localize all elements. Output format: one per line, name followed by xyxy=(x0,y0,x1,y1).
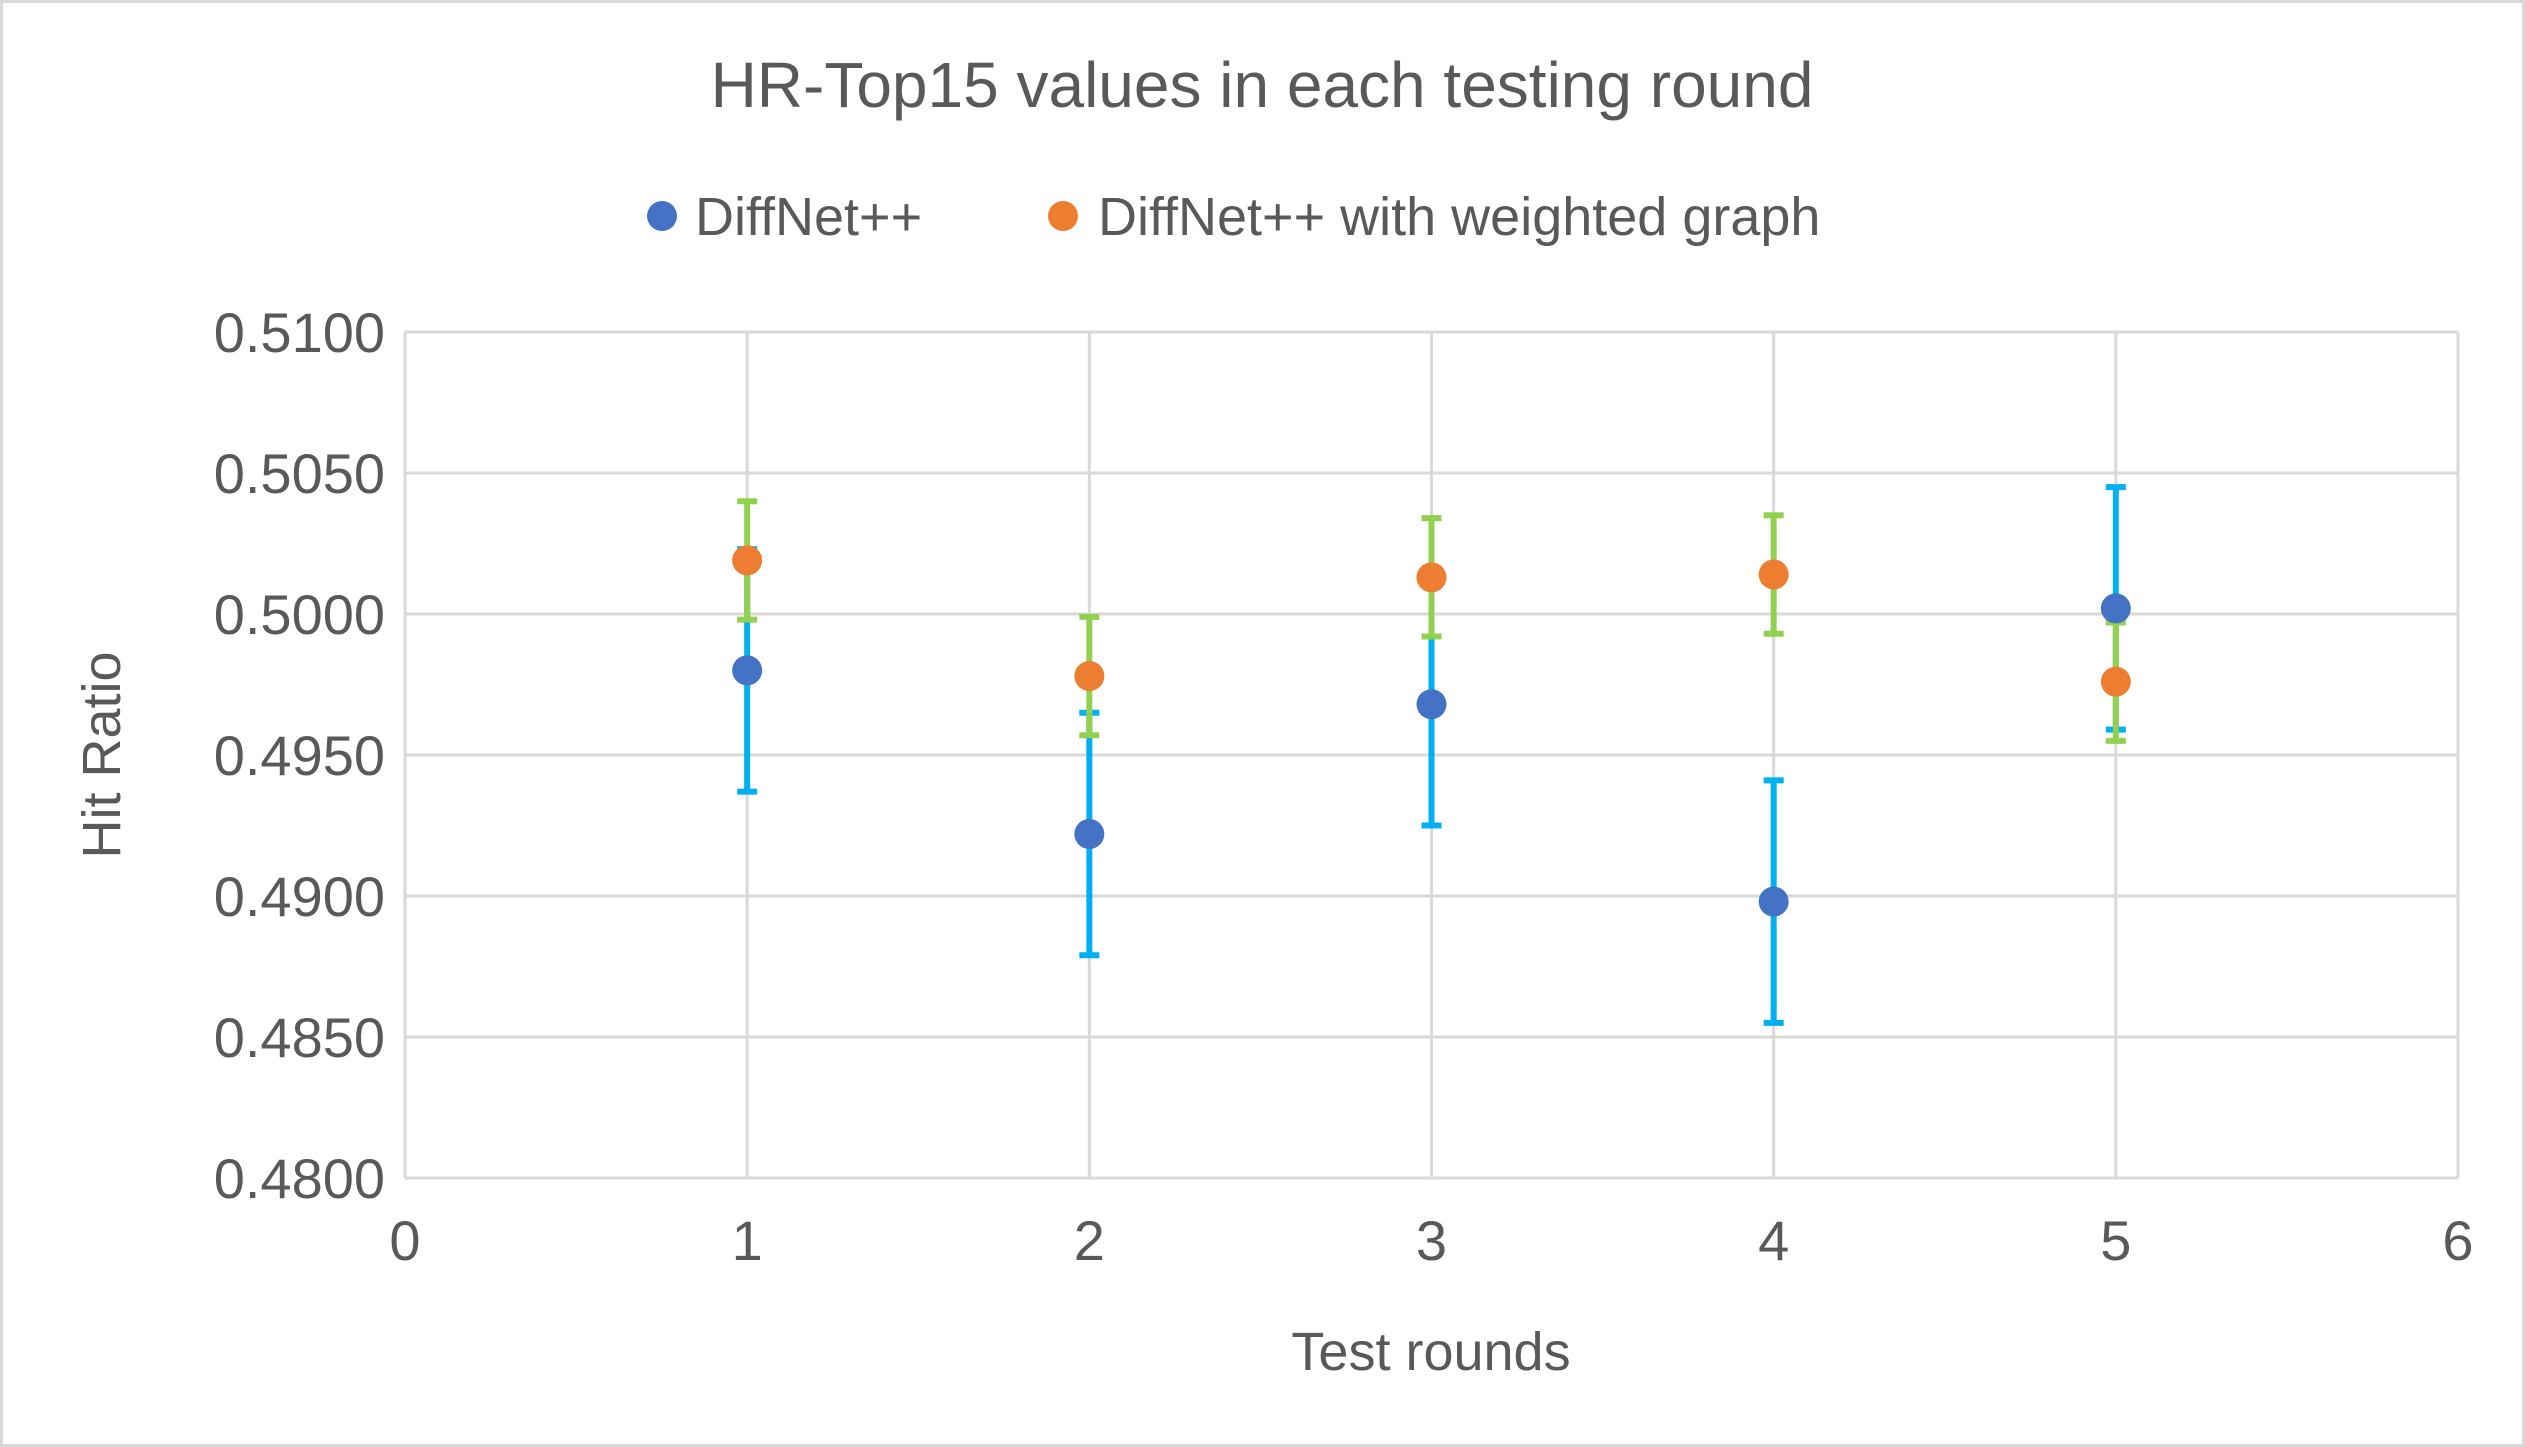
x-tick-label: 4 xyxy=(1758,1209,1789,1272)
x-axis-title: Test rounds xyxy=(1291,1322,1570,1382)
x-tick-label: 3 xyxy=(1416,1209,1447,1272)
data-series xyxy=(732,484,2131,1026)
data-point xyxy=(1074,661,1105,692)
data-point xyxy=(1416,562,1447,593)
y-tick-label: 0.5050 xyxy=(214,442,385,505)
y-tick-label: 0.5000 xyxy=(214,583,385,646)
x-tick-label: 6 xyxy=(2442,1209,2473,1272)
data-point xyxy=(2100,593,2131,624)
y-tick-label: 0.4850 xyxy=(214,1006,385,1069)
legend-label-weighted: DiffNet++ with weighted graph xyxy=(1098,187,1820,247)
legend-marker-weighted xyxy=(1048,201,1078,231)
data-point xyxy=(1758,886,1789,917)
markers-series-1 xyxy=(732,545,2131,697)
legend-marker-diffnet xyxy=(647,201,677,231)
chart-title: HR-Top15 values in each testing round xyxy=(711,49,1814,121)
axis-ticks: 0.4800 0.4850 0.4900 0.4950 0.5000 0.5050 0.51… xyxy=(214,301,2474,1272)
data-point xyxy=(2100,666,2131,697)
legend-label-diffnet: DiffNet++ xyxy=(695,187,922,247)
x-tick-label: 1 xyxy=(732,1209,763,1272)
y-tick-label: 0.5100 xyxy=(214,301,385,364)
data-point xyxy=(732,655,763,686)
x-tick-label: 2 xyxy=(1074,1209,1105,1272)
y-tick-label: 0.4950 xyxy=(214,724,385,787)
y-tick-label: 0.4900 xyxy=(214,865,385,928)
data-point xyxy=(1758,559,1789,590)
markers-series-0 xyxy=(732,593,2131,917)
data-point xyxy=(1074,818,1105,849)
legend: DiffNet++ DiffNet++ with weighted graph xyxy=(647,187,1820,247)
y-axis-title: Hit Ratio xyxy=(72,651,132,858)
data-point xyxy=(732,545,763,576)
x-tick-label: 5 xyxy=(2100,1209,2131,1272)
data-point xyxy=(1416,689,1447,720)
x-tick-label: 0 xyxy=(389,1209,420,1272)
y-tick-label: 0.4800 xyxy=(214,1147,385,1210)
